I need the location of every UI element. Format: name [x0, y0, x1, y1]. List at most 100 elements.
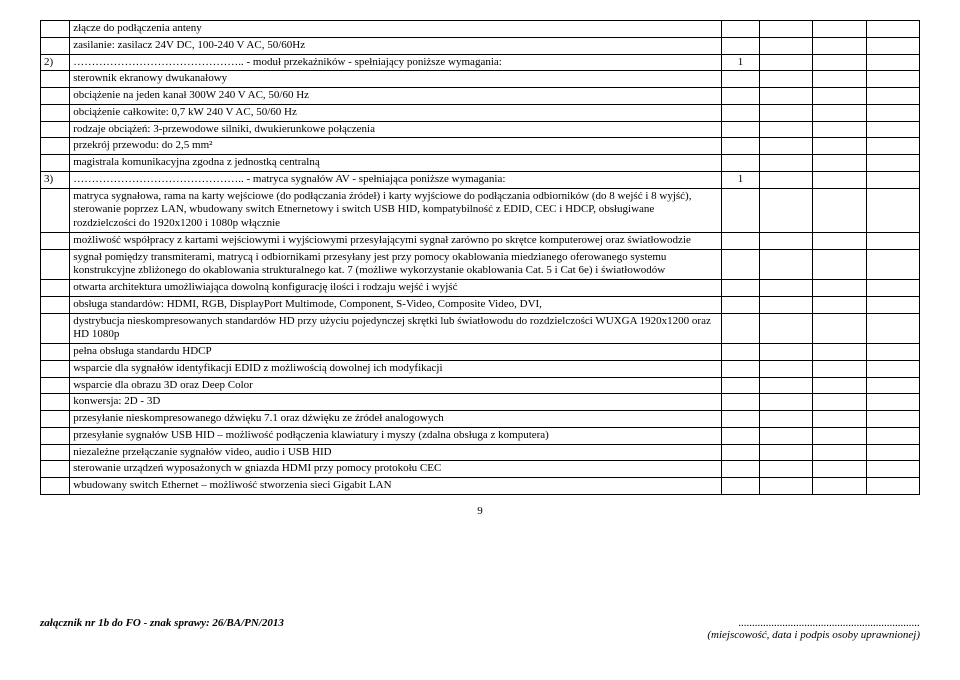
table-row: wsparcie dla sygnałów identyfikacji EDID…	[41, 360, 920, 377]
row-number	[41, 37, 70, 54]
row-qty	[722, 232, 759, 249]
table-row: przesyłanie nieskompresowanego dźwięku 7…	[41, 411, 920, 428]
row-text: wbudowany switch Ethernet – możliwość st…	[70, 478, 722, 495]
row-qty	[722, 21, 759, 38]
row-qty	[722, 37, 759, 54]
blank-cell	[813, 377, 866, 394]
blank-cell	[866, 155, 919, 172]
table-row: obciążenie całkowite: 0,7 kW 240 V AC, 5…	[41, 104, 920, 121]
row-number	[41, 88, 70, 105]
blank-cell	[759, 121, 812, 138]
blank-cell	[813, 280, 866, 297]
row-qty	[722, 296, 759, 313]
table-row: możliwość współpracy z kartami wejściowy…	[41, 232, 920, 249]
table-row: sterowanie urządzeń wyposażonych w gniaz…	[41, 461, 920, 478]
row-number	[41, 155, 70, 172]
row-number	[41, 280, 70, 297]
table-row: obsługa standardów: HDMI, RGB, DisplayPo…	[41, 296, 920, 313]
row-qty	[722, 444, 759, 461]
blank-cell	[813, 37, 866, 54]
blank-cell	[813, 461, 866, 478]
blank-cell	[866, 121, 919, 138]
row-text: otwarta architektura umożliwiająca dowol…	[70, 280, 722, 297]
footer-caption: (miejscowość, data i podpis osoby uprawn…	[707, 629, 920, 641]
table-row: wbudowany switch Ethernet – możliwość st…	[41, 478, 920, 495]
row-text: wsparcie dla obrazu 3D oraz Deep Color	[70, 377, 722, 394]
blank-cell	[866, 54, 919, 71]
table-row: przesyłanie sygnałów USB HID – możliwość…	[41, 427, 920, 444]
table-row: matryca sygnałowa, rama na karty wejścio…	[41, 188, 920, 232]
row-text: ……………………………………….. - matryca sygnałów AV …	[70, 171, 722, 188]
blank-cell	[866, 249, 919, 280]
footer-dots: ........................................…	[707, 617, 920, 629]
row-number	[41, 104, 70, 121]
blank-cell	[866, 88, 919, 105]
row-text: konwersja: 2D - 3D	[70, 394, 722, 411]
row-qty	[722, 478, 759, 495]
row-number	[41, 21, 70, 38]
blank-cell	[813, 444, 866, 461]
table-row: obciążenie na jeden kanał 300W 240 V AC,…	[41, 88, 920, 105]
row-qty	[722, 104, 759, 121]
blank-cell	[866, 296, 919, 313]
row-text: obciążenie całkowite: 0,7 kW 240 V AC, 5…	[70, 104, 722, 121]
blank-cell	[813, 155, 866, 172]
blank-cell	[866, 394, 919, 411]
row-text: przesyłanie nieskompresowanego dźwięku 7…	[70, 411, 722, 428]
blank-cell	[759, 155, 812, 172]
row-number	[41, 71, 70, 88]
blank-cell	[866, 461, 919, 478]
row-text: wsparcie dla sygnałów identyfikacji EDID…	[70, 360, 722, 377]
blank-cell	[759, 280, 812, 297]
row-qty	[722, 188, 759, 232]
row-number	[41, 344, 70, 361]
blank-cell	[813, 104, 866, 121]
row-text: sterowanie urządzeń wyposażonych w gniaz…	[70, 461, 722, 478]
table-row: sygnał pomiędzy transmiterami, matrycą i…	[41, 249, 920, 280]
blank-cell	[866, 104, 919, 121]
table-row: zasilanie: zasilacz 24V DC, 100-240 V AC…	[41, 37, 920, 54]
row-number	[41, 121, 70, 138]
row-text: sterownik ekranowy dwukanałowy	[70, 71, 722, 88]
row-number	[41, 232, 70, 249]
blank-cell	[866, 21, 919, 38]
row-text: magistrala komunikacyjna zgodna z jednos…	[70, 155, 722, 172]
row-qty	[722, 461, 759, 478]
row-text: sygnał pomiędzy transmiterami, matrycą i…	[70, 249, 722, 280]
row-number	[41, 377, 70, 394]
blank-cell	[813, 411, 866, 428]
row-qty	[722, 138, 759, 155]
blank-cell	[759, 427, 812, 444]
row-qty: 1	[722, 54, 759, 71]
row-text: dystrybucja nieskompresowanych standardó…	[70, 313, 722, 344]
blank-cell	[813, 121, 866, 138]
row-qty	[722, 71, 759, 88]
row-number	[41, 249, 70, 280]
table-row: sterownik ekranowy dwukanałowy	[41, 71, 920, 88]
blank-cell	[759, 71, 812, 88]
row-qty	[722, 280, 759, 297]
blank-cell	[866, 344, 919, 361]
row-qty	[722, 394, 759, 411]
spec-table: złącze do podłączenia antenyzasilanie: z…	[40, 20, 920, 495]
blank-cell	[866, 232, 919, 249]
page-number: 9	[40, 505, 920, 517]
row-qty	[722, 344, 759, 361]
row-text: obsługa standardów: HDMI, RGB, DisplayPo…	[70, 296, 722, 313]
blank-cell	[813, 296, 866, 313]
blank-cell	[813, 394, 866, 411]
row-number	[41, 360, 70, 377]
blank-cell	[813, 138, 866, 155]
blank-cell	[759, 54, 812, 71]
row-text: zasilanie: zasilacz 24V DC, 100-240 V AC…	[70, 37, 722, 54]
blank-cell	[759, 444, 812, 461]
row-number: 2)	[41, 54, 70, 71]
row-number	[41, 188, 70, 232]
row-number	[41, 296, 70, 313]
table-row: niezależne przełączanie sygnałów video, …	[41, 444, 920, 461]
blank-cell	[813, 249, 866, 280]
table-row: rodzaje obciążeń: 3-przewodowe silniki, …	[41, 121, 920, 138]
table-row: wsparcie dla obrazu 3D oraz Deep Color	[41, 377, 920, 394]
blank-cell	[813, 88, 866, 105]
blank-cell	[866, 313, 919, 344]
